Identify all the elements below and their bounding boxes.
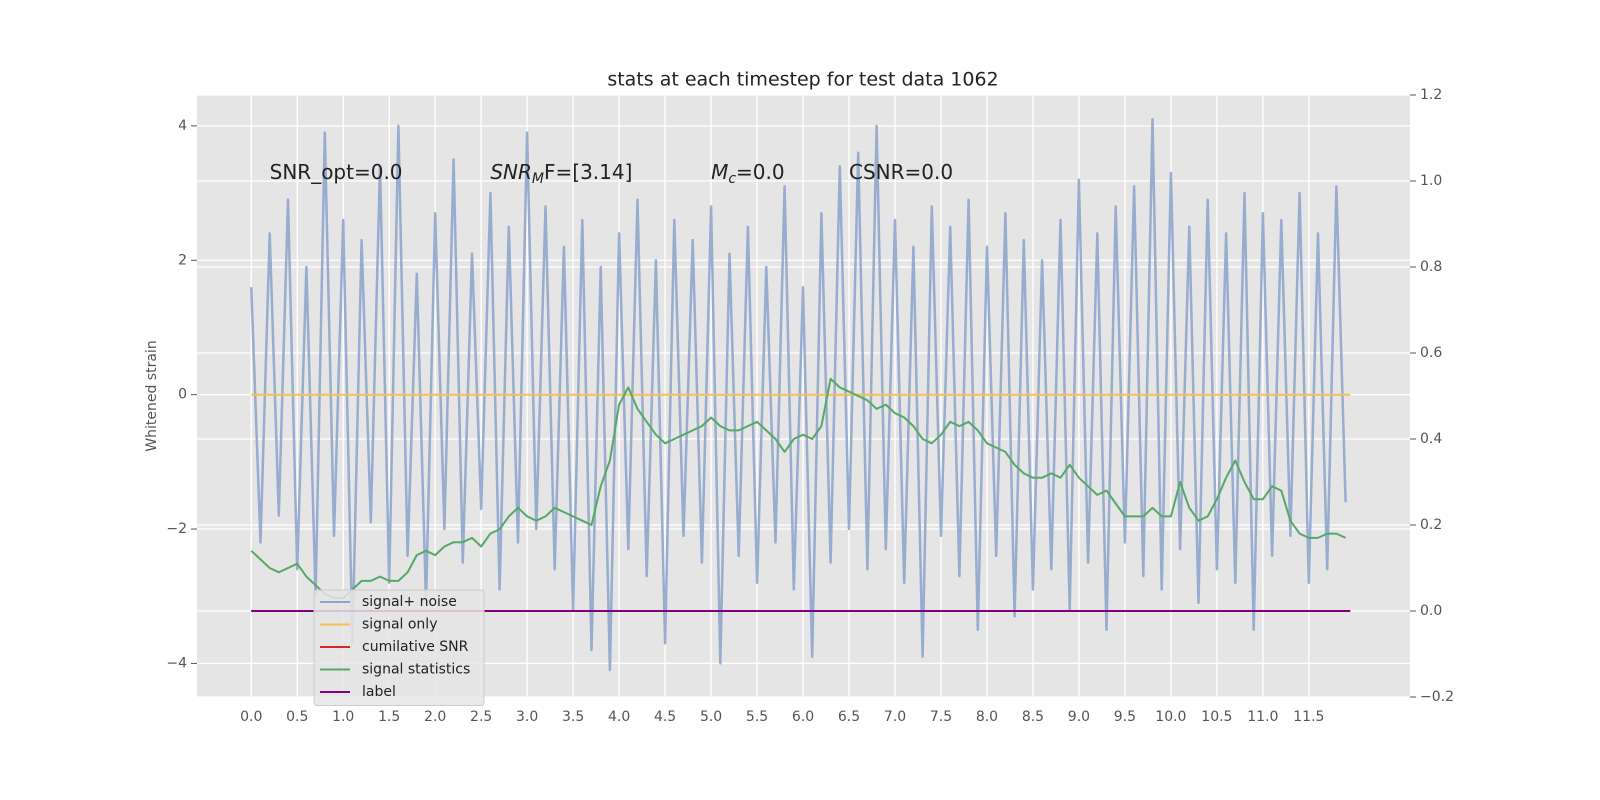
annotation-part: c xyxy=(728,171,736,187)
x-tick-label: 0.5 xyxy=(286,709,308,725)
x-tick-label: 4.5 xyxy=(654,709,676,725)
legend-label: label xyxy=(362,684,396,700)
x-tick-label: 6.5 xyxy=(838,709,860,725)
annotation: SNRMF=[3.14] xyxy=(490,159,632,187)
legend-box xyxy=(313,589,485,706)
legend-label: cumilative SNR xyxy=(362,639,469,655)
y-tick-label: −4 xyxy=(166,655,187,671)
y2-tick-label: −0.2 xyxy=(1420,689,1454,705)
x-tick-label: 7.5 xyxy=(930,709,952,725)
x-tick-label: 5.5 xyxy=(746,709,768,725)
y-tick-label: 2 xyxy=(178,252,187,268)
annotation-part: =0.0 xyxy=(736,159,785,183)
x-tick-label: 6.0 xyxy=(792,709,814,725)
annotation: CSNR=0.0 xyxy=(849,159,953,183)
y2-tick-label: 0.2 xyxy=(1420,517,1442,533)
y-tick-label: −2 xyxy=(166,521,187,537)
x-tick-label: 0.0 xyxy=(240,709,262,725)
x-tick-label: 10.0 xyxy=(1155,709,1186,725)
x-tick-label: 2.5 xyxy=(470,709,492,725)
y2-tick-label: 1.0 xyxy=(1420,173,1442,189)
annotation-part: F=[3.14] xyxy=(544,159,632,183)
y2-tick-label: 0.0 xyxy=(1420,603,1442,619)
chart-title: stats at each timestep for test data 106… xyxy=(607,69,998,91)
series-line xyxy=(250,377,1347,600)
x-tick-label: 3.5 xyxy=(562,709,584,725)
x-tick-label: 1.5 xyxy=(378,709,400,725)
y2-tick-label: 0.8 xyxy=(1420,259,1442,275)
x-tick-label: 1.0 xyxy=(332,709,354,725)
x-tick-label: 11.0 xyxy=(1247,709,1278,725)
x-tick-label: 9.0 xyxy=(1068,709,1090,725)
legend-label: signal only xyxy=(362,617,437,633)
x-tick-label: 8.5 xyxy=(1022,709,1044,725)
series-line xyxy=(250,117,1347,672)
x-tick-label: 4.0 xyxy=(608,709,630,725)
annotation: SNR_opt=0.0 xyxy=(270,159,403,183)
x-tick-label: 3.0 xyxy=(516,709,538,725)
y-tick-label: 0 xyxy=(178,387,187,403)
x-tick-label: 9.5 xyxy=(1114,709,1136,725)
y2-tick-label: 1.2 xyxy=(1420,87,1442,103)
annotation-part: SNR_opt=0.0 xyxy=(270,159,403,183)
x-tick-label: 10.5 xyxy=(1201,709,1232,725)
annotation-part: M xyxy=(532,171,544,187)
annotation-part: M xyxy=(711,159,728,183)
x-tick-label: 11.5 xyxy=(1293,709,1324,725)
legend-label: signal statistics xyxy=(362,662,470,678)
y-axis-label: Whitened strain xyxy=(144,340,160,451)
annotation-part: CSNR=0.0 xyxy=(849,159,953,183)
annotation: Mc=0.0 xyxy=(711,159,785,187)
x-tick-label: 7.0 xyxy=(884,709,906,725)
legend-label: signal+ noise xyxy=(362,594,457,610)
y2-tick-label: 0.6 xyxy=(1420,345,1442,361)
x-tick-label: 5.0 xyxy=(700,709,722,725)
y2-tick-label: 0.4 xyxy=(1420,431,1442,447)
x-tick-label: 2.0 xyxy=(424,709,446,725)
y-tick-label: 4 xyxy=(178,118,187,134)
x-tick-label: 8.0 xyxy=(976,709,998,725)
annotation-part: SNR xyxy=(490,159,532,183)
